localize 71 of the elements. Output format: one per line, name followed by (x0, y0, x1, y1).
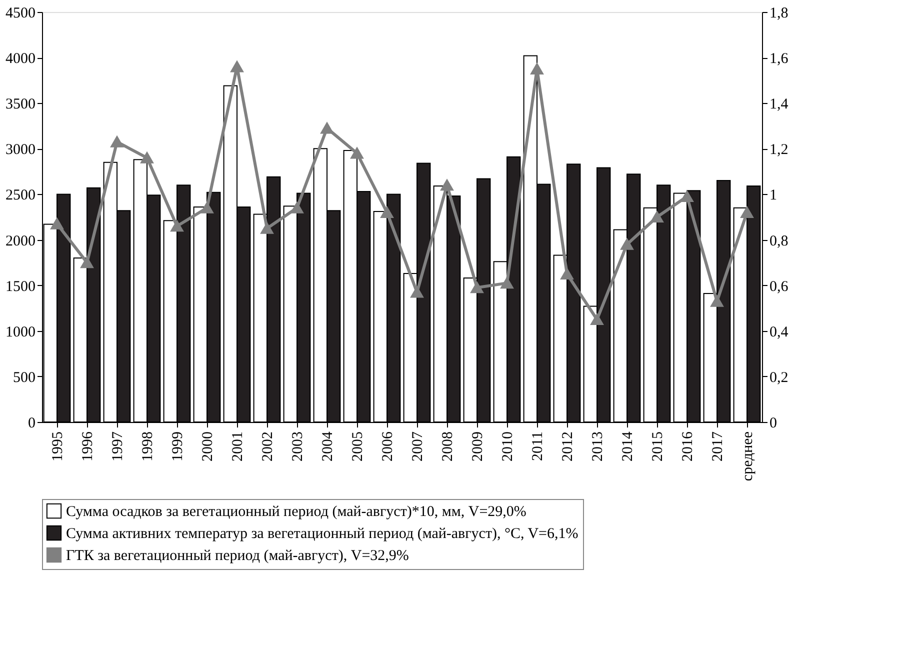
x-tick-label: 2013 (590, 432, 606, 462)
point (200, 202, 214, 214)
point (710, 296, 724, 307)
y2-tick-label: 1,8 (770, 6, 788, 22)
x-tick-label: 2003 (290, 432, 306, 462)
x-tick-label: 1995 (50, 432, 66, 462)
x-tick-label: 2012 (560, 432, 576, 462)
y-tick-label: 1500 (6, 278, 36, 295)
point (380, 206, 394, 218)
point (470, 282, 484, 294)
point (500, 278, 514, 289)
point (260, 222, 274, 234)
y2-tick-label: 0,2 (770, 370, 788, 386)
y2-tick-label: 0,4 (770, 324, 789, 340)
y2-tick-label: 1,4 (770, 96, 789, 113)
y-tick-label: 1000 (6, 324, 36, 340)
y2-tick-label: 0,6 (770, 278, 789, 295)
y-tick-label: 2500 (6, 188, 36, 204)
y-tick-label: 3500 (6, 96, 36, 113)
x-tick-label: 2001 (230, 432, 246, 462)
point (350, 148, 364, 159)
point (290, 202, 304, 214)
point (440, 180, 454, 191)
x-tick-label: 1997 (110, 431, 126, 462)
x-tick-label: 1998 (140, 432, 156, 462)
y-tick-label: 2000 (6, 233, 36, 250)
y-tick-label: 4000 (6, 51, 36, 68)
point (170, 220, 184, 232)
y-tick-label: 0 (28, 416, 36, 432)
x-tick-label: 2010 (500, 432, 516, 462)
x-tick-label: 2004 (320, 431, 336, 462)
point (320, 122, 334, 134)
legend-label: Сумма активних температур за вегетационный период (май-август), °C, V=6,1% (66, 526, 578, 542)
legend-label: ГТК за вегетационный период (май-август), V=32,9% (66, 548, 409, 564)
x-tick-label: 2000 (200, 432, 216, 462)
x-tick-label: 2002 (260, 432, 276, 462)
y-tick-label: 500 (13, 370, 36, 386)
point (650, 211, 664, 223)
point (620, 238, 634, 250)
point (530, 63, 544, 74)
x-tick-label: среднее (740, 431, 756, 482)
x-tick-label: 2015 (650, 432, 666, 462)
y2-tick-label: 0,8 (770, 233, 788, 250)
x-tick-label: 2014 (620, 431, 636, 462)
point (740, 206, 754, 218)
y2-tick-label: 1,6 (770, 51, 789, 68)
x-tick-label: 2006 (380, 431, 396, 462)
y-tick-label: 3000 (6, 142, 36, 158)
point (50, 218, 64, 230)
x-tick-label: 2008 (440, 432, 456, 462)
y2-tick-label: 1 (770, 188, 777, 204)
x-tick-label: 2009 (470, 432, 486, 462)
point (230, 61, 244, 72)
point (80, 257, 94, 268)
point (560, 268, 574, 280)
y2-tick-label: 0 (770, 416, 777, 432)
point (110, 136, 124, 148)
point (680, 190, 694, 202)
point (590, 314, 604, 326)
legend-label: Сумма осадков за вегетационный период (май-август)*10, мм, V=29,0% (66, 504, 526, 520)
point (410, 286, 424, 298)
x-tick-label: 2011 (530, 432, 546, 461)
x-tick-label: 2005 (350, 432, 366, 462)
x-tick-label: 2017 (710, 431, 726, 462)
x-tick-label: 2007 (410, 431, 426, 462)
y2-tick-label: 1,2 (770, 142, 788, 158)
point (140, 152, 154, 164)
y-tick-label: 4500 (6, 6, 36, 22)
x-tick-label: 1996 (80, 431, 96, 462)
x-tick-label: 2016 (680, 431, 696, 462)
x-tick-label: 1999 (170, 432, 186, 462)
